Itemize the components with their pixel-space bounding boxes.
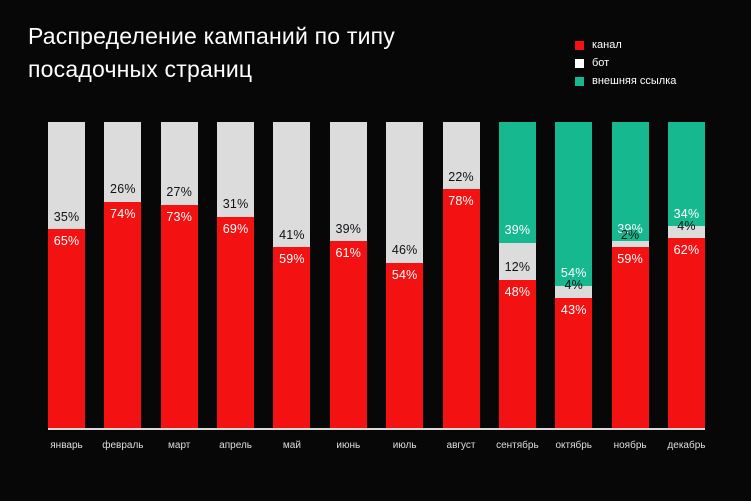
segment-bot: 35%	[48, 122, 85, 230]
segment-value-label: 4%	[677, 218, 696, 233]
segment-value-label: 74%	[110, 206, 136, 221]
segment-value-label: 69%	[222, 221, 249, 236]
bar-октябрь: 54% 4% 43%	[555, 122, 593, 428]
segment-value-label: 34%	[673, 206, 700, 221]
segment-kanal: 59%	[273, 247, 311, 428]
legend-item-0: канал	[575, 40, 676, 51]
chart-legend: канал бот внешняя ссылка	[575, 40, 676, 87]
bar-август: 22% 78%	[442, 122, 480, 428]
segment-value-label: 54%	[391, 267, 418, 282]
segment-value-label: 62%	[673, 243, 700, 258]
x-axis-labels: январь февраль март апрель май июнь июль август…	[48, 440, 705, 451]
bar-февраль: 26% 74%	[104, 122, 142, 428]
legend-swatch-icon	[575, 41, 584, 50]
segment-value-label: 43%	[560, 302, 587, 317]
segment-bot: 41%	[273, 122, 311, 248]
segment-kanal: 59%	[611, 247, 649, 428]
segment-bot: 31%	[217, 122, 255, 217]
bar-сентябрь: 39% 12% 48%	[498, 122, 536, 428]
segment-bot: 26%	[104, 122, 142, 202]
segment-kanal: 69%	[217, 216, 255, 428]
segment-value-label: 12%	[504, 260, 531, 275]
segment-value-label: 31%	[222, 197, 249, 212]
segment-value-label: 35%	[53, 209, 80, 224]
segment-kanal: 43%	[555, 297, 593, 428]
segment-value-label: 22%	[448, 169, 474, 184]
legend-swatch-icon	[575, 59, 584, 68]
x-axis-label-май: май	[282, 440, 301, 451]
bar-январь: 35% 65%	[48, 122, 85, 428]
segment-vneshnyaya-ssylka: 39%	[498, 122, 536, 243]
segment-kanal: 62%	[667, 238, 705, 428]
chart-bars: 35% 65% 26% 74% 27% 73% 31% 69% 41% 59% 39% 61% 46% 5…	[48, 122, 705, 430]
segment-bot: 46%	[386, 122, 424, 263]
x-axis-label-февраль: февраль	[102, 440, 144, 451]
legend-item-2: внешняя ссылка	[575, 76, 676, 87]
x-axis-label-август: август	[446, 440, 476, 451]
segment-value-label: 61%	[335, 246, 362, 261]
bar-март: 27% 73%	[160, 122, 198, 428]
bar-июнь: 39% 61%	[329, 122, 367, 428]
legend-label: бот	[592, 57, 610, 69]
segment-kanal: 65%	[48, 229, 85, 428]
segment-vneshnyaya-ssylka: 34%	[667, 122, 705, 227]
segment-value-label: 2%	[620, 227, 640, 242]
segment-vneshnyaya-ssylka: 54%	[555, 122, 593, 286]
segment-kanal: 48%	[498, 279, 536, 428]
x-axis-label-декабрь: декабрь	[667, 440, 706, 451]
bar-ноябрь: 39% 2% 59%	[611, 122, 649, 428]
legend-label: внешняя ссылка	[592, 75, 677, 87]
segment-value-label: 59%	[617, 252, 643, 267]
segment-bot: 27%	[160, 122, 198, 205]
segment-bot: 4%	[555, 279, 593, 298]
x-axis-label-ноябрь: ноябрь	[613, 440, 647, 451]
segment-value-label: 39%	[504, 223, 531, 238]
segment-value-label: 73%	[166, 209, 193, 224]
bar-апрель: 31% 69%	[217, 122, 255, 428]
x-axis-label-апрель: апрель	[219, 440, 252, 451]
bar-декабрь: 34% 4% 62%	[667, 122, 705, 428]
segment-value-label: 41%	[279, 227, 305, 242]
segment-kanal: 61%	[329, 241, 367, 428]
segment-value-label: 48%	[504, 284, 531, 299]
x-axis-label-июнь: июнь	[336, 440, 361, 451]
segment-bot: 4%	[667, 220, 705, 239]
segment-value-label: 59%	[279, 252, 305, 267]
segment-kanal: 78%	[442, 189, 480, 428]
bar-май: 41% 59%	[273, 122, 311, 428]
segment-value-label: 54%	[560, 266, 587, 281]
segment-value-label: 26%	[110, 182, 136, 197]
segment-bot: 12%	[498, 242, 536, 280]
segment-value-label: 27%	[166, 185, 193, 200]
segment-bot: 22%	[442, 122, 480, 190]
segment-value-label: 65%	[53, 234, 80, 249]
segment-value-label: 46%	[391, 243, 418, 258]
stacked-bar-chart: 35% 65% 26% 74% 27% 73% 31% 69% 41% 59% 39% 61% 46% 5…	[48, 122, 705, 451]
segment-vneshnyaya-ssylka: 39%	[611, 122, 649, 242]
segment-value-label: 39%	[335, 221, 362, 236]
segment-value-label: 4%	[564, 278, 583, 293]
segment-bot: 39%	[329, 122, 367, 242]
legend-item-1: бот	[575, 58, 676, 69]
x-axis-label-октябрь: октябрь	[555, 440, 592, 451]
legend-swatch-icon	[575, 77, 584, 86]
segment-value-label: 78%	[448, 194, 474, 209]
x-axis-label-март: март	[168, 440, 191, 451]
segment-kanal: 74%	[104, 201, 142, 428]
bar-июль: 46% 54%	[386, 122, 424, 428]
segment-kanal: 54%	[386, 262, 424, 428]
segment-bot: 2%	[611, 229, 649, 248]
x-axis-label-июль: июль	[392, 440, 417, 451]
x-axis-label-сентябрь: сентябрь	[496, 440, 539, 451]
legend-label: канал	[592, 39, 622, 51]
segment-value-label: 39%	[617, 221, 643, 236]
page-title: Распределение кампаний по типу посадочны…	[28, 23, 395, 82]
x-axis-label-январь: январь	[50, 440, 83, 451]
segment-kanal: 73%	[160, 204, 198, 428]
